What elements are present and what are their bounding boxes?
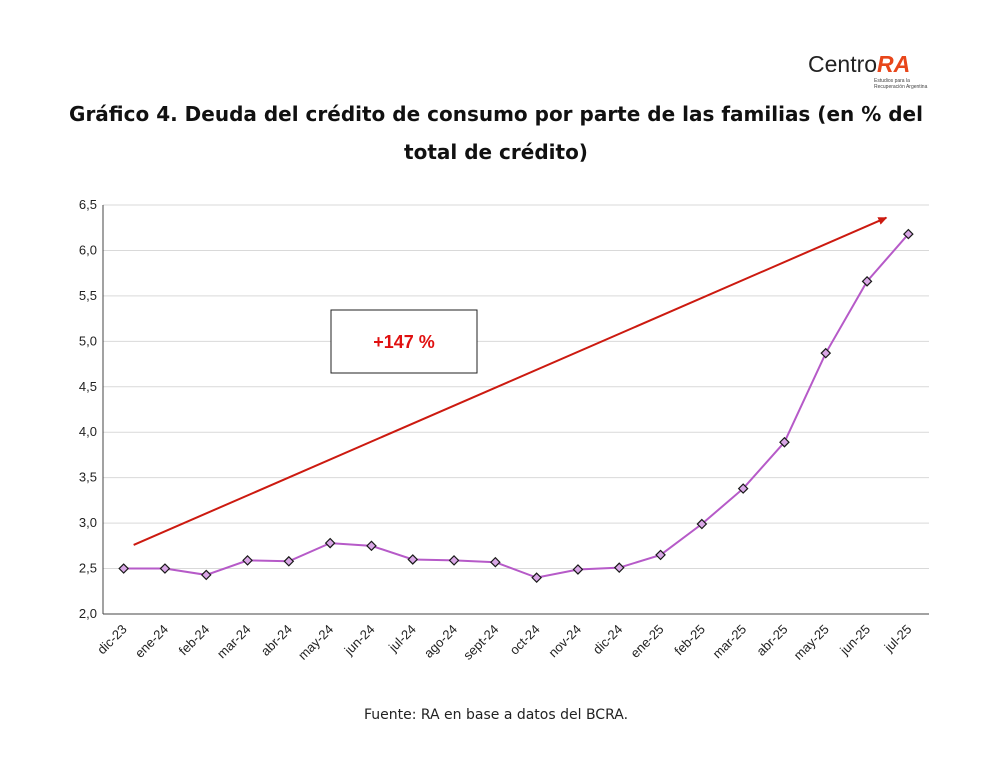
logo-word-ra: RA bbox=[877, 51, 911, 77]
x-tick-label: dic-23 bbox=[94, 622, 130, 658]
x-tick-label: ene-24 bbox=[132, 622, 171, 661]
data-point-marker bbox=[903, 228, 914, 240]
x-tick-label: sept-24 bbox=[460, 622, 501, 663]
x-tick-label: abr-24 bbox=[258, 622, 295, 659]
x-tick-label: feb-24 bbox=[176, 622, 213, 659]
y-tick-label: 4,0 bbox=[79, 424, 97, 439]
data-point-marker bbox=[655, 549, 666, 561]
data-point-marker bbox=[366, 540, 377, 552]
x-tick-label: may-25 bbox=[791, 622, 832, 663]
x-axis-ticks: dic-23 ene-24 feb-24 mar-24 abr-24 may-24 jun-… bbox=[94, 622, 914, 663]
annotation-box bbox=[330, 309, 478, 374]
x-tick-label: jul-25 bbox=[881, 622, 915, 656]
y-tick-label: 3,5 bbox=[79, 470, 97, 485]
x-tick-label: feb-25 bbox=[671, 622, 708, 659]
chart-source: Fuente: RA en base a datos del BCRA. bbox=[363, 707, 629, 723]
x-tick-label: dic-24 bbox=[590, 622, 626, 658]
y-tick-label: 5,5 bbox=[79, 288, 97, 303]
data-point-marker bbox=[696, 518, 708, 530]
data-point-marker bbox=[820, 347, 832, 359]
x-tick-label: mar-24 bbox=[214, 622, 254, 662]
x-tick-label: nov-24 bbox=[545, 622, 584, 661]
x-tick-label: may-24 bbox=[295, 622, 336, 663]
data-point-marker bbox=[572, 564, 584, 575]
growth-arrow bbox=[133, 216, 888, 546]
data-point-marker bbox=[531, 572, 542, 583]
y-tick-label: 5,0 bbox=[79, 333, 97, 348]
x-tick-label: mar-25 bbox=[710, 622, 750, 662]
y-tick-label: 3,0 bbox=[79, 515, 97, 530]
centro-ra-logo: CentroRA Estudios para la Recuperación A… bbox=[808, 50, 928, 96]
y-tick-label: 4,5 bbox=[79, 379, 97, 394]
logo-word-centro: Centro bbox=[808, 51, 878, 77]
data-point-marker bbox=[200, 569, 212, 581]
axes bbox=[102, 205, 929, 615]
logo-wordmark: CentroRA bbox=[808, 50, 928, 78]
data-point-marker bbox=[490, 556, 501, 568]
data-point-marker bbox=[779, 436, 790, 448]
data-point-marker bbox=[737, 483, 749, 494]
x-tick-label: oct-24 bbox=[507, 622, 543, 658]
data-point-marker bbox=[407, 554, 419, 565]
logo-tagline: Estudios para la Recuperación Argentina bbox=[874, 78, 928, 90]
x-tick-label: ago-24 bbox=[421, 622, 460, 661]
data-point-marker bbox=[324, 537, 336, 549]
y-axis-ticks: 2,0 2,5 3,0 3,5 4,0 4,5 5,0 5,5 6,0 6,5 bbox=[79, 197, 97, 621]
x-tick-label: jul-24 bbox=[385, 622, 419, 656]
y-tick-label: 6,5 bbox=[79, 197, 97, 212]
series-line bbox=[123, 233, 910, 579]
x-tick-label: abr-25 bbox=[753, 622, 790, 659]
data-point-marker bbox=[118, 563, 129, 574]
gridlines bbox=[103, 204, 929, 570]
y-tick-label: 2,0 bbox=[79, 606, 97, 621]
data-point-marker bbox=[861, 275, 873, 287]
annotation-layer: +147 % bbox=[133, 216, 888, 546]
data-point-marker bbox=[242, 555, 253, 566]
x-tick-label: jun-25 bbox=[836, 622, 873, 659]
data-point-marker bbox=[283, 555, 295, 567]
series-layer bbox=[118, 228, 914, 583]
y-tick-label: 2,5 bbox=[79, 561, 97, 576]
y-tick-label: 6,0 bbox=[79, 242, 97, 257]
data-point-marker bbox=[448, 555, 460, 566]
data-point-marker bbox=[159, 563, 171, 574]
annotation-label: +147 % bbox=[373, 332, 435, 352]
data-point-marker bbox=[613, 562, 625, 573]
chart-title: Gráfico 4. Deuda del crédito de consumo … bbox=[69, 102, 923, 164]
x-tick-label: ene-25 bbox=[627, 622, 666, 661]
x-tick-label: jun-24 bbox=[341, 622, 378, 659]
